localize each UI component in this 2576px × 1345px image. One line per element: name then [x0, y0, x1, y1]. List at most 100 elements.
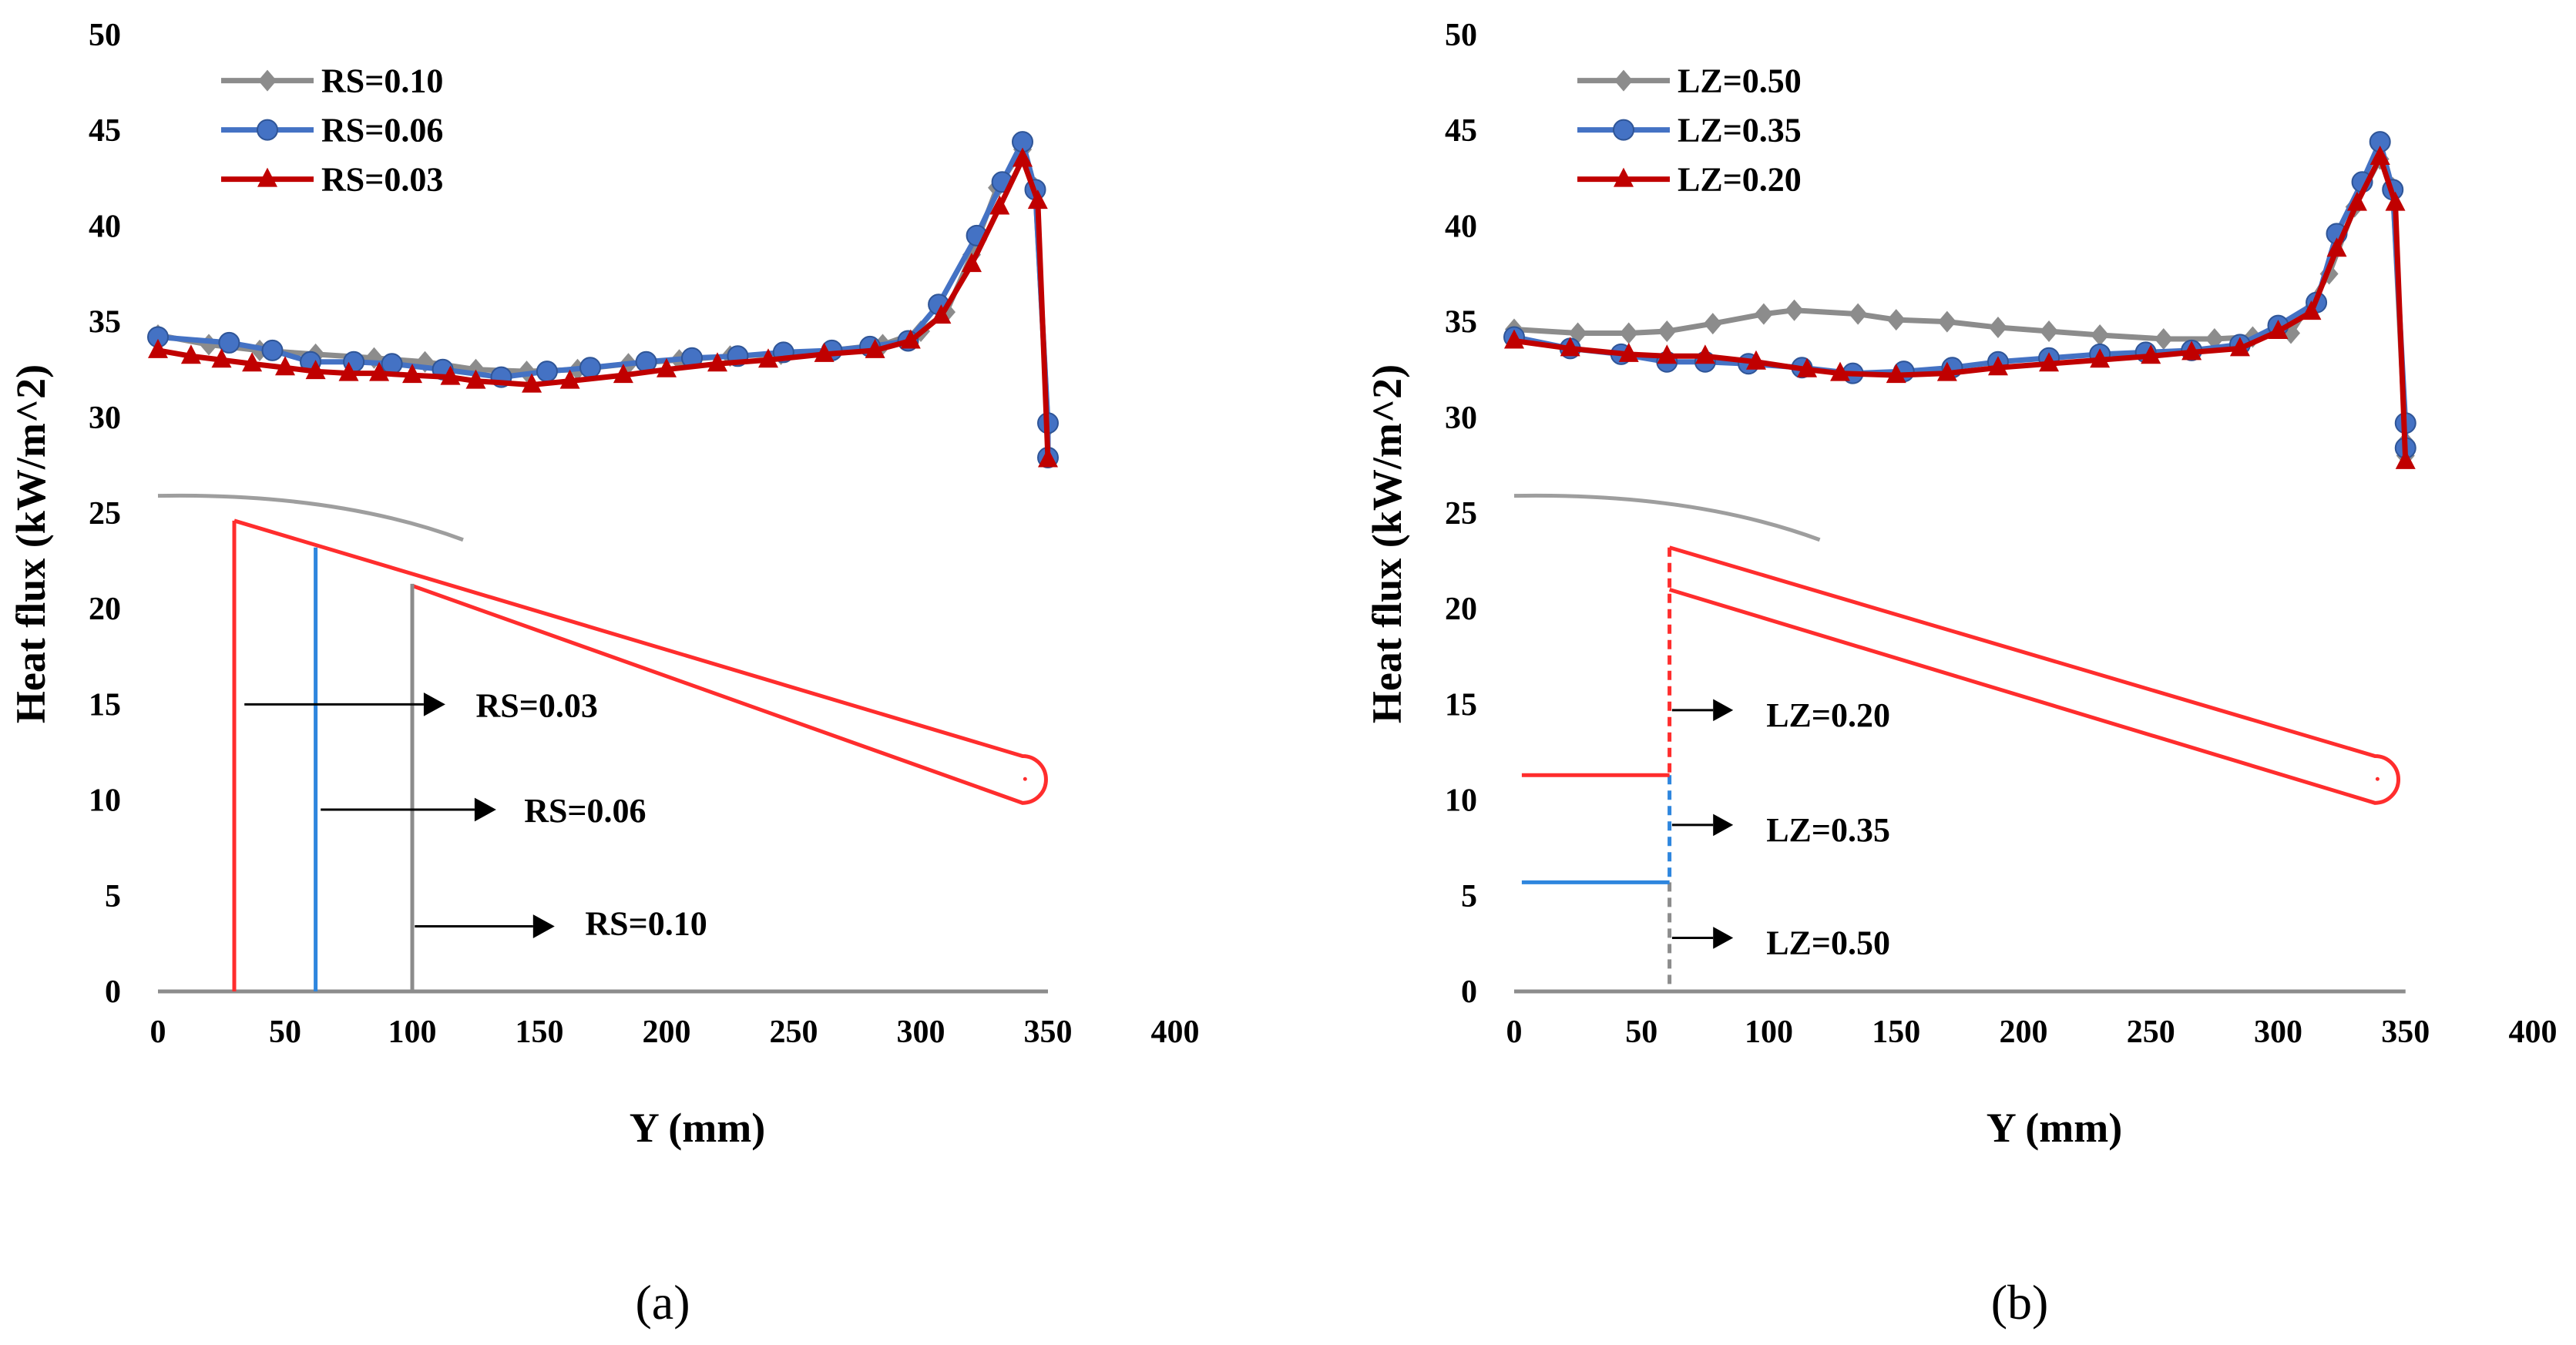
x-tick-label: 150 — [516, 1015, 564, 1050]
data-point — [1754, 303, 1773, 325]
data-point — [381, 353, 403, 375]
x-tick-label: 300 — [897, 1015, 945, 1050]
x-tick-label: 0 — [150, 1015, 166, 1050]
data-point — [402, 364, 422, 384]
x-tick-label: 350 — [1024, 1015, 1073, 1050]
data-point — [1797, 357, 1818, 377]
y-tick-label: 5 — [1461, 879, 1477, 914]
data-point — [338, 361, 359, 381]
data-point — [536, 361, 558, 383]
data-point — [579, 357, 601, 379]
data-point — [522, 373, 542, 393]
y-tick-label: 15 — [1445, 687, 1477, 723]
data-point — [148, 338, 168, 358]
data-point — [2205, 327, 2224, 350]
data-point — [931, 304, 952, 324]
sketch-outer-curve — [157, 493, 464, 542]
data-point — [1504, 329, 1524, 349]
data-point — [1937, 310, 1956, 333]
data-point — [559, 369, 580, 389]
legend-entry: LZ=0.35 — [1678, 112, 1802, 149]
y-tick-label: 40 — [1445, 209, 1477, 244]
data-point — [2091, 324, 2110, 346]
panel-label: (b) — [1991, 1275, 2049, 1330]
x-tick-label: 400 — [1151, 1015, 1200, 1050]
data-point — [1657, 320, 1677, 343]
data-point — [707, 352, 727, 372]
panel-b: 0 50 100 150 200 250 300 350 400 0 5 10 15 20 25 30 35 40… — [1364, 18, 2558, 1330]
x-tick-label: 150 — [1872, 1015, 1920, 1050]
annotation-label: RS=0.06 — [524, 792, 646, 830]
data-point — [2181, 340, 2202, 361]
annotation-arrow-head — [1713, 927, 1734, 949]
data-point — [2141, 344, 2161, 364]
y-tick-label: 45 — [89, 113, 121, 149]
data-point — [2229, 337, 2250, 357]
data-point — [305, 360, 326, 380]
annotation-label: RS=0.03 — [476, 686, 598, 724]
legend-swatch-marker — [1614, 167, 1634, 187]
legend-swatch-marker — [1614, 69, 1633, 92]
legend-swatch-marker — [1613, 119, 1634, 141]
data-point — [1560, 337, 1580, 357]
data-point — [2154, 327, 2173, 350]
data-point — [1038, 448, 1058, 468]
data-point — [261, 339, 284, 361]
series-LZ=0.20 — [1504, 145, 2416, 469]
annotation-label: LZ=0.35 — [1766, 811, 1890, 849]
legend: RS=0.10 RS=0.06 RS=0.03 — [221, 62, 443, 199]
data-point — [2301, 300, 2322, 320]
x-tick-label: 200 — [643, 1015, 691, 1050]
x-tick-label: 400 — [2509, 1015, 2558, 1050]
x-tick-label: 250 — [2127, 1015, 2175, 1050]
x-tick-label: 250 — [770, 1015, 818, 1050]
x-tick-label: 200 — [2000, 1015, 2048, 1050]
data-point — [613, 364, 633, 384]
data-point — [242, 352, 263, 372]
data-point — [2040, 320, 2059, 343]
y-tick-label: 25 — [89, 496, 121, 532]
x-tick-label: 50 — [269, 1015, 301, 1050]
y-tick-label: 45 — [1445, 113, 1477, 149]
annotation-arrow-head — [474, 797, 496, 822]
data-point — [900, 329, 921, 349]
data-point — [2346, 191, 2367, 211]
panel-a: 0 50 100 150 200 250 300 350 400 0 5 10 15 20 25 30 35 40… — [8, 18, 1200, 1330]
legend: LZ=0.50 LZ=0.35 LZ=0.20 — [1577, 62, 1802, 199]
data-point — [1886, 364, 1906, 384]
data-point — [1849, 303, 1868, 325]
y-tick-label: 50 — [1445, 18, 1477, 53]
data-point — [1694, 344, 1715, 364]
data-point — [180, 344, 201, 364]
data-point — [2369, 145, 2390, 165]
data-point — [369, 361, 390, 381]
data-point — [2395, 449, 2416, 469]
y-axis-label: Heat flux (kW/m^2) — [1364, 364, 1410, 723]
data-point — [865, 338, 885, 358]
y-axis-label: Heat flux (kW/m^2) — [8, 364, 54, 723]
data-point — [1013, 147, 1033, 167]
data-point — [211, 348, 232, 368]
x-tick-label: 300 — [2254, 1015, 2302, 1050]
data-point — [2326, 237, 2347, 257]
x-axis-label: Y (mm) — [1987, 1105, 2122, 1151]
x-axis-label: Y (mm) — [630, 1105, 765, 1151]
sketch-outer-curve — [1513, 493, 1821, 542]
y-tick-label: 5 — [105, 879, 121, 914]
y-tick-label: 20 — [1445, 592, 1477, 627]
y-tick-label: 0 — [1461, 974, 1477, 1010]
data-point — [989, 195, 1010, 215]
legend-entry: RS=0.06 — [321, 112, 443, 149]
x-tick-label: 100 — [388, 1015, 437, 1050]
y-tick-label: 10 — [1445, 783, 1477, 819]
data-point — [1618, 342, 1639, 362]
legend-entry: LZ=0.20 — [1678, 161, 1802, 199]
legend-swatch-marker — [257, 167, 277, 187]
data-point — [1703, 313, 1722, 335]
y-tick-label: 50 — [89, 18, 121, 53]
y-tick-label: 15 — [89, 687, 121, 723]
data-point — [1657, 344, 1678, 364]
sketch-center-dot — [1023, 776, 1027, 781]
sketch-slanted-body — [233, 518, 1048, 805]
